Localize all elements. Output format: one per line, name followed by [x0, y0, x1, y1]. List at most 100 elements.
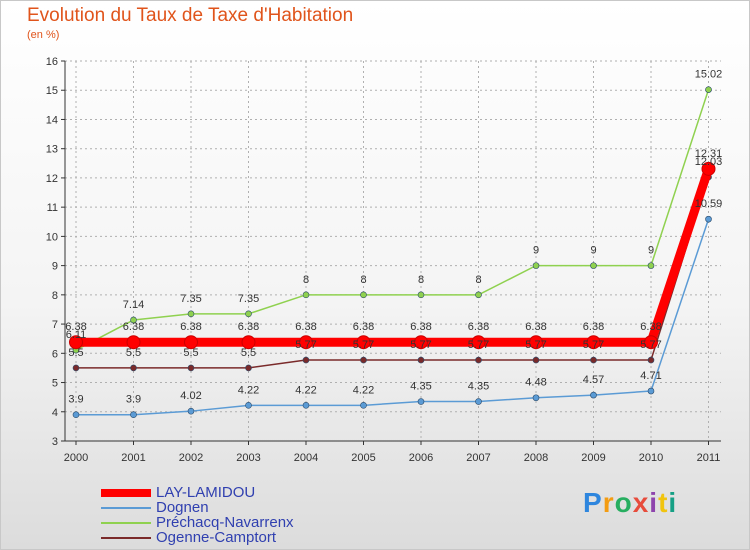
data-point-ogenne-camptort: [475, 356, 482, 364]
data-point-dognen: [72, 411, 80, 418]
data-label-pr-chacq-navarrenx: 8: [418, 274, 424, 286]
y-tick-label: 14: [46, 114, 58, 126]
data-point-pr-chacq-navarrenx: [417, 291, 425, 299]
data-point-dognen: [417, 398, 425, 405]
data-label-lay-lamidou: 6.38: [525, 321, 546, 333]
y-tick-label: 6: [52, 348, 58, 360]
legend-swatch: [101, 537, 151, 539]
x-tick-label: 2011: [697, 452, 721, 464]
proxiti-logo: Proxiti: [583, 487, 677, 519]
x-tick-label: 2010: [639, 452, 663, 464]
data-label-pr-chacq-navarrenx: 9: [590, 245, 596, 257]
data-point-lay-lamidou: [471, 335, 486, 350]
data-label-pr-chacq-navarrenx: 8: [475, 274, 481, 286]
y-tick-label: 13: [46, 144, 58, 156]
data-point-pr-chacq-navarrenx: [705, 86, 712, 93]
data-label-dognen: 4.02: [180, 390, 201, 402]
x-tick-label: 2000: [64, 452, 88, 464]
data-point-lay-lamidou: [701, 161, 716, 176]
data-point-lay-lamidou: [126, 335, 141, 350]
logo-letter: r: [602, 487, 615, 518]
chart-title: Evolution du Taux de Taxe d'Habitation: [27, 5, 354, 26]
legend-label: Dognen: [156, 499, 209, 516]
y-tick-label: 12: [46, 173, 58, 185]
legend-swatch: [101, 507, 151, 509]
data-point-dognen: [647, 387, 655, 395]
data-point-ogenne-camptort: [187, 364, 195, 372]
logo-letter: i: [668, 487, 678, 518]
y-tick-label: 9: [52, 261, 58, 273]
data-point-dognen: [532, 394, 540, 402]
data-label-dognen: 3.9: [68, 394, 83, 406]
data-point-dognen: [590, 391, 597, 399]
y-tick-label: 10: [46, 231, 58, 243]
data-point-dognen: [475, 398, 482, 405]
data-label-lay-lamidou: 6.38: [238, 321, 259, 333]
legend-swatch: [101, 489, 151, 497]
series-line-lay-lamidou: [71, 164, 713, 347]
data-point-pr-chacq-navarrenx: [590, 262, 597, 269]
data-label-lay-lamidou: 6.38: [640, 321, 661, 333]
data-label-pr-chacq-navarrenx: 8: [360, 274, 366, 286]
data-label-pr-chacq-navarrenx: 8: [303, 274, 309, 286]
data-label-pr-chacq-navarrenx: 7.35: [238, 293, 259, 305]
x-tick-label: 2006: [409, 452, 433, 464]
x-tick-label: 2007: [466, 452, 490, 464]
data-point-ogenne-camptort: [590, 356, 597, 364]
data-point-ogenne-camptort: [417, 356, 425, 364]
data-label-ogenne-camptort: 5.5: [68, 347, 83, 359]
data-point-pr-chacq-navarrenx: [647, 262, 655, 269]
series-line-dognen: [75, 218, 710, 416]
data-point-ogenne-camptort: [72, 364, 80, 372]
logo-letter: t: [658, 487, 669, 518]
data-point-pr-chacq-navarrenx: [360, 291, 367, 299]
data-label-ogenne-camptort: 5.5: [126, 347, 141, 359]
data-label-dognen: 4.48: [525, 377, 546, 389]
logo-letter: x: [632, 487, 650, 518]
x-tick-label: 2002: [179, 452, 203, 464]
data-label-dognen: 4.71: [640, 370, 661, 382]
data-point-pr-chacq-navarrenx: [302, 291, 310, 299]
data-label-dognen: 3.9: [126, 394, 141, 406]
data-point-pr-chacq-navarrenx: [130, 316, 137, 324]
series-line-ogenne-camptort: [75, 176, 710, 369]
data-label-ogenne-camptort: 5.5: [241, 347, 256, 359]
data-label-dognen: 4.22: [238, 384, 259, 396]
data-point-ogenne-camptort: [302, 356, 310, 364]
y-tick-label: 11: [47, 202, 58, 214]
data-label-ogenne-camptort: 5.77: [353, 339, 374, 351]
data-point-lay-lamidou: [356, 335, 371, 350]
logo-letter: P: [583, 487, 603, 518]
data-point-dognen: [302, 402, 310, 409]
logo-letter: i: [649, 487, 659, 518]
data-label-lay-lamidou: 6.38: [410, 321, 431, 333]
x-tick-label: 2008: [524, 452, 548, 464]
data-point-pr-chacq-navarrenx: [187, 310, 195, 318]
data-point-dognen: [705, 215, 712, 223]
data-label-lay-lamidou: 6.38: [468, 321, 489, 333]
x-tick-label: 2003: [236, 452, 260, 464]
x-tick-label: 2001: [121, 452, 145, 464]
data-point-ogenne-camptort: [245, 364, 252, 372]
data-label-pr-chacq-navarrenx: 9: [533, 245, 539, 257]
legend-label: LAY-LAMIDOU: [156, 484, 256, 501]
y-tick-label: 5: [52, 378, 58, 390]
data-point-lay-lamidou: [586, 335, 601, 350]
data-label-dognen: 4.35: [410, 381, 431, 393]
data-label-lay-lamidou: 6.38: [180, 321, 201, 333]
data-point-ogenne-camptort: [647, 356, 655, 364]
logo-letter: o: [614, 487, 633, 518]
data-point-ogenne-camptort: [532, 356, 540, 364]
data-label-ogenne-camptort: 5.77: [468, 339, 489, 351]
data-label-ogenne-camptort: 12.03: [695, 156, 723, 168]
data-label-ogenne-camptort: 5.5: [183, 347, 198, 359]
data-point-lay-lamidou: [241, 335, 256, 350]
data-point-lay-lamidou: [644, 335, 658, 350]
x-tick-label: 2009: [581, 452, 605, 464]
chart-subtitle: (en %): [27, 29, 60, 41]
data-point-lay-lamidou: [184, 335, 198, 350]
data-label-lay-lamidou: 6.38: [295, 321, 316, 333]
y-tick-label: 3: [52, 436, 58, 448]
